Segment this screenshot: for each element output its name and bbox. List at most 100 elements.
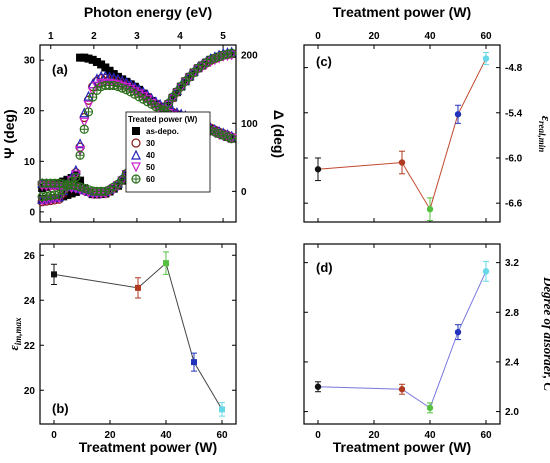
panel-d-xlabel: Treatment power (W) [333, 439, 471, 455]
data-point [135, 284, 141, 291]
psi-point [83, 107, 94, 117]
y-tick-label: -6.6 [505, 199, 523, 210]
panel-a-plot [37, 46, 237, 207]
psi-point [79, 124, 89, 134]
panel-b-plot [51, 251, 225, 417]
data-point [454, 111, 462, 118]
x-tick-label: 4 [177, 31, 183, 42]
y-tick-label: 20 [24, 386, 36, 397]
legend-title: Treated power (W) [128, 115, 198, 124]
legend-box [125, 111, 211, 193]
data-point [398, 159, 406, 166]
legend-label: 40 [146, 151, 155, 160]
delta-point [76, 176, 85, 185]
psi-point [71, 172, 81, 182]
delta-point [176, 81, 186, 92]
panel-a-legend: Treated power (W) as-depo. 30 40 50 60 [125, 111, 211, 193]
panel-c-ylabel-main: ε [539, 116, 550, 122]
psi-point [101, 63, 110, 72]
y-tick-label: 30 [24, 56, 36, 67]
x-tick-label: 20 [368, 430, 380, 441]
y-tick-label: 24 [24, 296, 36, 307]
panel-b-ylabel-sub: im,max [13, 317, 23, 345]
panel-a-right-ylabel: Δ (deg) [271, 110, 287, 158]
x-tick-label: 3 [134, 31, 140, 42]
panel-c-frame [303, 44, 501, 223]
legend-marker [131, 162, 141, 173]
data-point [51, 271, 57, 278]
legend-label: 60 [146, 175, 155, 184]
panel-c-tag: (c) [316, 54, 332, 69]
y2-tick-label: 100 [241, 119, 258, 130]
panel-a-tag: (a) [52, 62, 68, 77]
psi-point [83, 90, 94, 101]
data-point [314, 383, 322, 390]
psi-point [92, 57, 101, 66]
psi-point [67, 189, 76, 198]
x-tick-label: 5 [220, 31, 226, 42]
data-point [482, 55, 490, 62]
data-point [191, 359, 197, 366]
panel-d-tag: (d) [316, 260, 333, 275]
psi-point [105, 66, 114, 75]
data-point [219, 406, 225, 413]
x-tick-label: 0 [315, 430, 321, 441]
x-tick-label: 1 [48, 31, 54, 42]
psi-point [227, 133, 237, 144]
series-line [317, 58, 487, 211]
legend-label: 30 [146, 139, 155, 148]
delta-point [163, 98, 174, 108]
data-point [398, 386, 406, 393]
data-point [426, 404, 434, 412]
x-tick-label: 40 [424, 31, 436, 42]
psi-point [80, 53, 89, 62]
data-point [482, 268, 490, 275]
x-tick-label: 20 [368, 31, 380, 42]
legend-label: 50 [146, 163, 155, 172]
panel-b-xlabel: Treatment power (W) [79, 439, 217, 455]
x-tick-label: 60 [480, 31, 492, 42]
panel-d-ticks: 0 20 40 60 2.0 2.4 2.8 3.2 [304, 244, 519, 441]
delta-point [172, 87, 182, 97]
y-tick-label: 20 [24, 106, 36, 117]
y-tick-label: 22 [24, 341, 36, 352]
data-point [454, 328, 462, 336]
panel-a-left-ylabel: Ψ (deg) [1, 109, 17, 158]
delta-point [168, 92, 178, 102]
data-point [314, 166, 322, 173]
legend-marker [132, 127, 140, 135]
psi-point [75, 138, 86, 149]
panel-b-ylabel: εim,max [6, 317, 23, 351]
psi-point [75, 146, 86, 157]
psi-point [97, 60, 106, 69]
panel-b-frame [39, 243, 237, 425]
psi-point [87, 87, 98, 98]
y-tick-label: 26 [24, 251, 36, 262]
panel-b-tag: (b) [52, 401, 69, 416]
panel-c-ticks: 0 20 40 60 -6.6 -6.0 -5.4 -4.8 [304, 31, 523, 222]
panel-a-top-xlabel: Photon energy (eV) [84, 4, 212, 20]
y2-tick-label: 200 [241, 51, 258, 62]
psi-point [121, 82, 132, 93]
x-tick-label: 40 [424, 430, 436, 441]
legend-marker [131, 138, 141, 148]
panel-d-frame [303, 243, 501, 425]
y-tick-label: 10 [24, 157, 36, 168]
panel-c-ylabel: εreal,min [537, 116, 550, 153]
data-point [163, 260, 169, 267]
psi-point [54, 191, 64, 202]
y-tick-label: 2.0 [505, 407, 519, 418]
panel-c-top-xlabel: Treatment power (W) [333, 4, 471, 20]
psi-point [79, 117, 90, 128]
y-tick-label: 0 [29, 207, 35, 218]
legend-marker [131, 149, 141, 160]
psi-point [79, 107, 90, 118]
y-tick-label: 3.2 [505, 258, 519, 269]
legend-label: as-depo. [146, 127, 179, 136]
panel-b-ylabel-main: ε [6, 345, 21, 351]
psi-point [88, 55, 97, 64]
x-tick-label: 60 [480, 430, 492, 441]
